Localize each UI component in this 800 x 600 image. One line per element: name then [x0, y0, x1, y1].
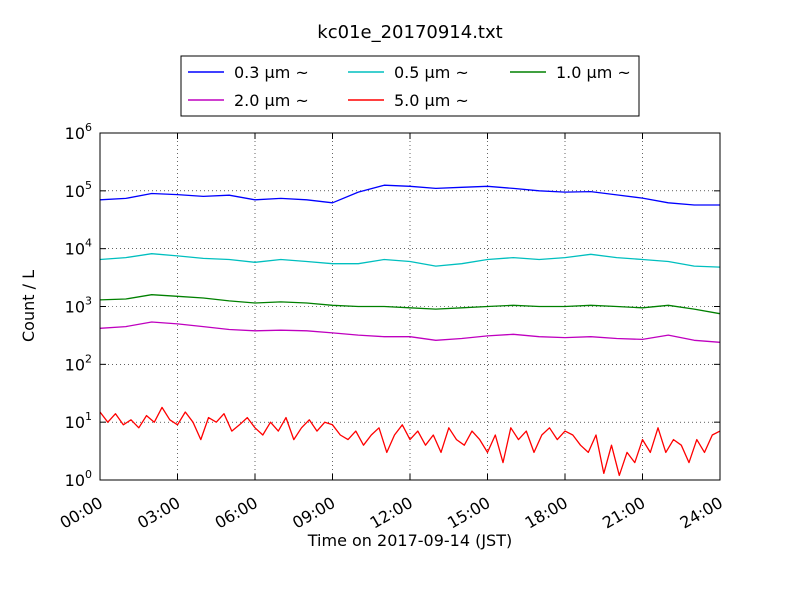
chart-title: kc01e_20170914.txt	[317, 22, 502, 43]
y-tick-base: 10	[65, 298, 85, 317]
series-layer	[99, 184, 721, 477]
legend-label-3: 2.0 μm ~	[234, 91, 309, 110]
y-tick-base: 10	[65, 471, 85, 490]
y-tick-exponent: 6	[85, 121, 92, 134]
y-tick-exponent: 2	[85, 352, 92, 365]
series-line-0	[99, 184, 720, 206]
y-tick-base: 10	[65, 182, 85, 201]
legend-label-4: 5.0 μm ~	[394, 91, 469, 110]
y-tick-base: 10	[65, 413, 85, 432]
y-tick-label: 102	[65, 352, 92, 374]
legend: 0.3 μm ~ 0.5 μm ~ 1.0 μm ~ 2.0 μm ~ 5.0 μm ~	[180, 55, 640, 117]
y-axis-label: Count / L	[19, 270, 38, 342]
y-tick-label: 105	[65, 179, 92, 201]
y-tick-label: 103	[65, 295, 92, 317]
y-tick-exponent: 4	[85, 237, 92, 250]
y-tick-exponent: 1	[85, 410, 92, 423]
legend-label-1: 0.5 μm ~	[394, 63, 469, 82]
y-tick-base: 10	[65, 240, 85, 259]
y-tick-base: 10	[65, 124, 85, 143]
legend-label-2: 1.0 μm ~	[556, 63, 631, 82]
series-line-2	[99, 294, 721, 315]
series-line-4	[99, 406, 721, 477]
y-tick-exponent: 5	[85, 179, 92, 192]
y-tick-exponent: 3	[85, 295, 92, 308]
y-tick-exponent: 0	[85, 468, 92, 481]
y-tick-label: 104	[65, 237, 92, 259]
y-tick-label: 100	[65, 468, 92, 490]
x-axis-label: Time on 2017-09-14 (JST)	[307, 531, 512, 550]
y-tick-label: 106	[65, 121, 92, 143]
y-tick-label: 101	[65, 410, 92, 432]
series-line-1	[99, 253, 721, 268]
legend-box	[180, 55, 640, 117]
legend-label-0: 0.3 μm ~	[234, 63, 309, 82]
series-line-3	[99, 321, 721, 343]
y-tick-base: 10	[65, 355, 85, 374]
